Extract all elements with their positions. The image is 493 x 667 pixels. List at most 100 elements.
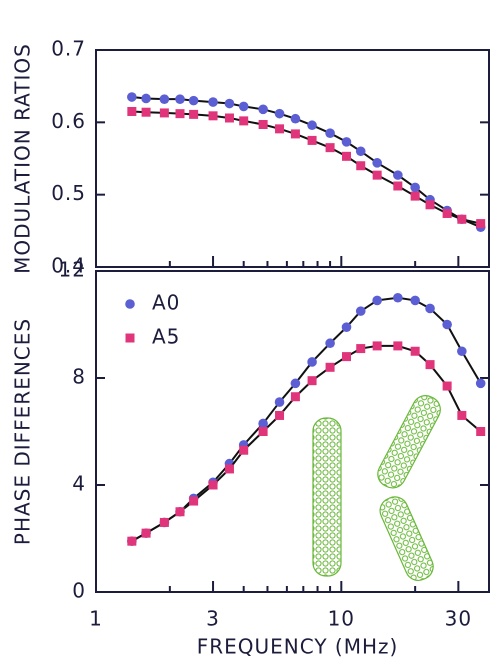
y-tick-label: 0.6 [51, 109, 86, 133]
data-point [188, 95, 199, 106]
data-point [258, 120, 268, 130]
y-tick-label: 8 [72, 365, 86, 389]
fit-line [131, 110, 481, 225]
data-point [325, 362, 335, 372]
y-tick-label: 0.5 [51, 181, 86, 205]
data-point [290, 378, 301, 389]
x-tick-label: 3 [206, 607, 220, 631]
data-point [325, 338, 335, 349]
data-point [442, 381, 452, 391]
data-point [127, 106, 137, 116]
data-point [239, 445, 249, 455]
y-tick-label: 0 [72, 579, 86, 603]
data-point [393, 341, 403, 351]
y-tick-label: 4 [72, 472, 86, 496]
data-point [307, 120, 317, 131]
data-point [208, 480, 218, 490]
data-point [476, 219, 486, 229]
data-point [341, 322, 352, 332]
x-tick-label: 10 [328, 607, 355, 631]
y-tick-label: 0.4 [51, 254, 86, 278]
y-axis-label: PHASE DIFFERENCES [11, 318, 35, 545]
data-point [393, 292, 403, 303]
legend-marker [125, 299, 135, 309]
data-point [442, 319, 452, 330]
data-point [208, 97, 218, 107]
data-point [258, 104, 268, 115]
data-point [355, 306, 366, 316]
legend-marker [125, 333, 135, 343]
data-point [475, 378, 486, 389]
fit-line [131, 296, 482, 543]
data-point [457, 214, 467, 224]
data-point [410, 191, 420, 201]
data-point [175, 109, 185, 119]
data-point [127, 536, 137, 546]
data-point [342, 352, 352, 362]
plot-frame [95, 270, 490, 593]
data-point [372, 158, 382, 168]
cylinder-illustration [312, 395, 441, 581]
data-point [442, 208, 452, 218]
data-point [341, 137, 352, 147]
data-point [159, 94, 170, 104]
data-point [410, 346, 420, 356]
data-point [355, 146, 366, 157]
data-point [175, 94, 185, 104]
data-point [356, 161, 366, 171]
data-point [356, 344, 366, 354]
data-point [127, 92, 137, 102]
data-point [325, 143, 335, 153]
data-point [258, 418, 268, 429]
data-point [189, 496, 199, 506]
data-point [224, 464, 234, 474]
data-point [239, 116, 249, 126]
data-point [307, 357, 317, 367]
data-point [275, 124, 285, 134]
data-point [410, 182, 420, 193]
data-point [425, 200, 435, 210]
x-axis-label: FREQUENCY (MHz) [197, 635, 399, 659]
data-point [141, 107, 151, 117]
data-point [457, 410, 467, 420]
fit-line [131, 344, 482, 543]
data-point [224, 98, 235, 109]
data-point [175, 507, 185, 517]
data-point [372, 170, 382, 180]
data-point [208, 111, 218, 121]
data-point [325, 128, 335, 138]
data-point [141, 93, 151, 104]
data-point [189, 109, 199, 119]
data-point [476, 427, 486, 436]
data-point [274, 108, 285, 119]
fit-line [131, 96, 482, 229]
y-tick-label: 0.7 [51, 37, 86, 61]
data-point [425, 360, 435, 370]
data-point [410, 295, 420, 306]
plot-frame [95, 49, 490, 268]
x-tick-label: 1 [89, 607, 103, 631]
data-point [307, 135, 317, 145]
data-point [275, 410, 285, 420]
data-point [290, 113, 301, 124]
data-point [393, 170, 403, 180]
data-point [258, 427, 268, 436]
data-point [141, 528, 151, 538]
data-point [159, 108, 169, 118]
data-point [372, 295, 382, 306]
data-point [290, 392, 300, 402]
x-tick-label: 30 [445, 607, 472, 631]
data-point [307, 376, 317, 386]
y-tick-label: 12 [59, 258, 86, 282]
legend-label: A5 [152, 325, 180, 349]
data-point [238, 101, 249, 112]
data-point [372, 341, 382, 351]
data-point [393, 181, 403, 191]
data-point [457, 346, 467, 357]
data-point [342, 151, 352, 161]
data-point [425, 303, 435, 314]
data-point [274, 397, 285, 407]
data-point [290, 129, 300, 139]
legend-label: A0 [152, 291, 180, 315]
